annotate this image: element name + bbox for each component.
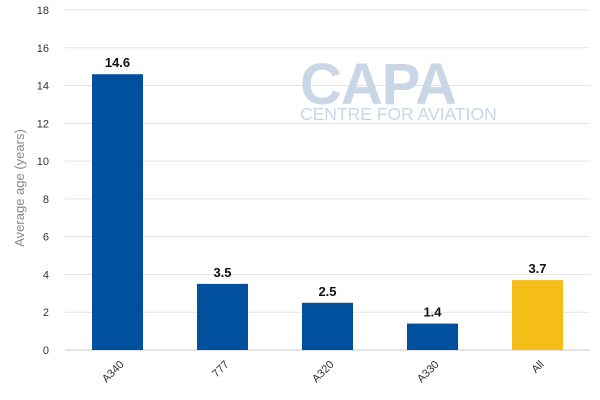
data-label: 1.4	[423, 305, 442, 320]
bar	[197, 283, 248, 350]
x-tick-label: A330	[415, 359, 442, 386]
y-axis-ticks: 0 2 4 6 8 10 12 14 16 18	[37, 5, 49, 357]
y-tick-label: 10	[37, 156, 49, 168]
x-tick-label: A320	[310, 359, 337, 386]
watermark-logo: CAPA CENTRE FOR AVIATION	[300, 52, 497, 124]
y-tick-label: 8	[43, 194, 49, 206]
y-tick-label: 2	[43, 307, 49, 319]
y-tick-label: 18	[37, 5, 49, 17]
bar	[92, 74, 143, 350]
bar	[302, 302, 353, 350]
y-tick-label: 0	[43, 345, 49, 357]
x-tick-label: All	[529, 359, 546, 376]
y-tick-label: 14	[37, 81, 49, 93]
data-labels: 14.6 3.5 2.5 1.4 3.7	[105, 55, 547, 319]
y-tick-label: 16	[37, 43, 49, 55]
y-tick-label: 4	[43, 269, 49, 281]
watermark-tagline: CENTRE FOR AVIATION	[300, 104, 497, 124]
bar	[407, 323, 458, 350]
bars	[92, 74, 563, 350]
x-tick-label: 777	[210, 359, 231, 380]
watermark-brand: CAPA	[300, 52, 456, 117]
y-axis-label: Average age (years)	[12, 129, 27, 247]
y-tick-label: 6	[43, 232, 49, 244]
x-tick-label: A340	[100, 359, 127, 386]
data-label: 3.7	[528, 261, 546, 276]
x-axis-ticks: A340 777 A320 A330 All	[100, 359, 547, 386]
data-label: 2.5	[318, 284, 336, 299]
data-label: 3.5	[213, 265, 231, 280]
data-label: 14.6	[105, 55, 130, 70]
gridlines	[65, 9, 590, 351]
bar	[512, 280, 563, 350]
y-tick-label: 12	[37, 118, 49, 130]
